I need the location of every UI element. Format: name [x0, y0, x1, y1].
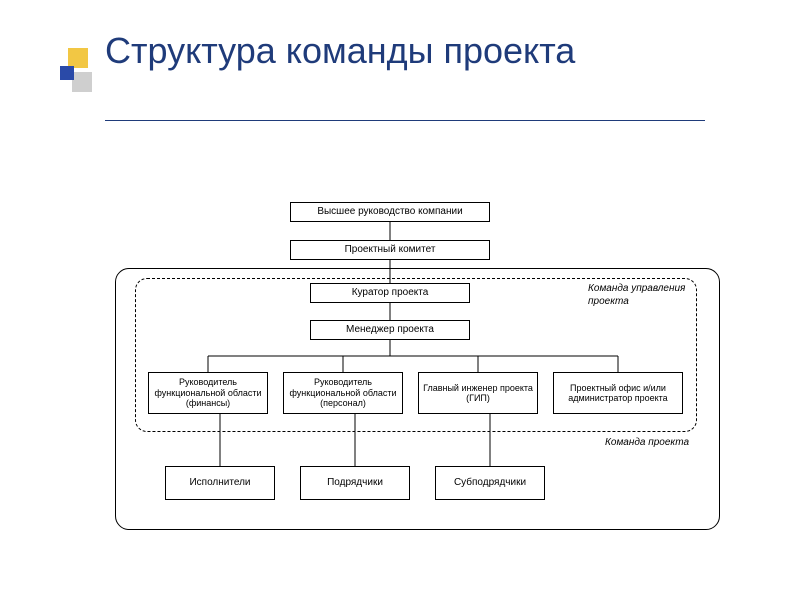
- node-curator: Куратор проекта: [310, 283, 470, 303]
- node-subcontr: Субподрядчики: [435, 466, 545, 500]
- node-pmo: Проектный офис и/или администратор проек…: [553, 372, 683, 414]
- node-execs: Исполнители: [165, 466, 275, 500]
- node-contractors: Подрядчики: [300, 466, 410, 500]
- node-manager: Менеджер проекта: [310, 320, 470, 340]
- node-lead_fin: Руководитель функциональной области (фин…: [148, 372, 268, 414]
- node-gip: Главный инженер проекта (ГИП): [418, 372, 538, 414]
- node-top_mgmt: Высшее руководство компании: [290, 202, 490, 222]
- node-lead_hr: Руководитель функциональной области (пер…: [283, 372, 403, 414]
- node-committee: Проектный комитет: [290, 240, 490, 260]
